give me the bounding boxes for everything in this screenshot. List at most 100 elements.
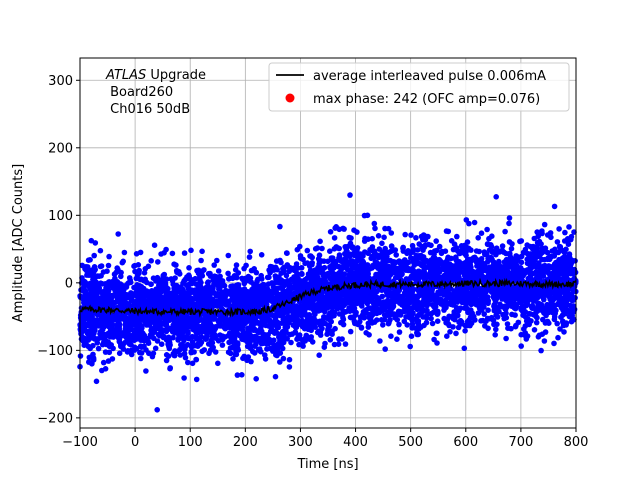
scatter-point	[562, 229, 568, 236]
scatter-point	[163, 328, 170, 335]
scatter-point	[500, 249, 507, 255]
scatter-point	[502, 263, 509, 269]
scatter-point	[350, 273, 357, 279]
scatter-point	[193, 281, 200, 288]
scatter-point	[423, 257, 429, 264]
scatter-point	[104, 268, 110, 275]
scatter-point	[338, 319, 344, 326]
scatter-point	[286, 364, 293, 370]
scatter-point	[475, 235, 482, 241]
scatter-series	[77, 192, 579, 413]
scatter-point	[341, 226, 347, 232]
scatter-point	[520, 272, 527, 279]
scatter-point	[491, 307, 498, 314]
scatter-point	[339, 264, 345, 271]
scatter-point	[192, 275, 199, 282]
scatter-point	[563, 322, 569, 328]
scatter-point	[518, 305, 524, 311]
scatter-point	[415, 299, 422, 306]
scatter-point	[319, 245, 325, 252]
scatter-point	[358, 267, 365, 274]
scatter-point	[286, 294, 293, 300]
scatter-point	[462, 305, 468, 311]
scatter-point	[394, 336, 400, 343]
scatter-point	[452, 272, 458, 279]
scatter-point	[250, 348, 256, 355]
scatter-point	[409, 321, 416, 327]
scatter-point	[274, 352, 280, 359]
scatter-point	[467, 314, 474, 321]
scatter-point	[448, 314, 455, 320]
scatter-point	[380, 322, 386, 328]
scatter-point	[455, 248, 461, 254]
scatter-point	[396, 258, 403, 264]
scatter-point	[128, 335, 134, 342]
scatter-point	[229, 332, 235, 339]
scatter-point	[158, 341, 165, 348]
scatter-point	[323, 273, 330, 280]
scatter-point	[354, 229, 360, 235]
scatter-point	[225, 270, 231, 277]
scatter-point	[341, 271, 348, 277]
scatter-point	[100, 359, 107, 366]
scatter-point	[364, 298, 371, 305]
scatter-point	[145, 263, 152, 270]
scatter-point	[105, 262, 112, 269]
scatter-point	[329, 313, 336, 320]
scatter-point	[513, 253, 519, 259]
scatter-point	[377, 267, 384, 273]
scatter-point	[538, 241, 544, 247]
scatter-point	[551, 340, 557, 347]
scatter-point	[302, 260, 308, 267]
scatter-point	[496, 308, 502, 315]
scatter-point	[544, 318, 551, 325]
scatter-point	[314, 245, 321, 251]
scatter-point	[138, 350, 145, 356]
scatter-point	[382, 346, 389, 352]
scatter-point	[155, 259, 161, 265]
scatter-point	[284, 288, 290, 295]
scatter-point	[548, 234, 554, 241]
scatter-point	[161, 320, 167, 327]
scatter-point	[355, 253, 361, 260]
scatter-point	[193, 292, 199, 298]
scatter-point	[518, 259, 525, 266]
scatter-point	[295, 306, 302, 313]
scatter-point	[509, 311, 515, 318]
scatter-point	[158, 251, 164, 257]
scatter-point	[178, 284, 184, 290]
scatter-point	[486, 247, 493, 253]
scatter-point	[277, 359, 283, 365]
scatter-point	[115, 266, 121, 273]
scatter-point	[189, 360, 196, 367]
scatter-point	[138, 276, 145, 283]
scatter-point	[102, 281, 109, 287]
scatter-point	[171, 352, 178, 359]
scatter-point	[174, 294, 180, 301]
scatter-point	[86, 333, 93, 340]
scatter-point	[193, 335, 200, 342]
scatter-point	[160, 334, 167, 341]
scatter-point	[552, 247, 558, 253]
scatter-point	[364, 291, 371, 298]
scatter-point	[91, 277, 97, 284]
scatter-point	[322, 340, 328, 347]
scatter-point	[314, 329, 321, 336]
scatter-point	[354, 245, 361, 251]
scatter-point	[451, 241, 458, 247]
scatter-point	[340, 303, 346, 310]
scatter-point	[166, 345, 173, 352]
scatter-point	[508, 262, 515, 269]
scatter-point	[258, 252, 265, 258]
scatter-point	[316, 352, 323, 359]
scatter-point	[193, 376, 200, 383]
scatter-point	[344, 275, 351, 282]
scatter-point	[570, 303, 577, 309]
scatter-point	[444, 256, 451, 262]
scatter-point	[568, 292, 575, 298]
scatter-point	[541, 221, 548, 228]
scatter-point	[486, 235, 492, 242]
scatter-point	[246, 326, 252, 332]
scatter-point	[480, 260, 486, 267]
